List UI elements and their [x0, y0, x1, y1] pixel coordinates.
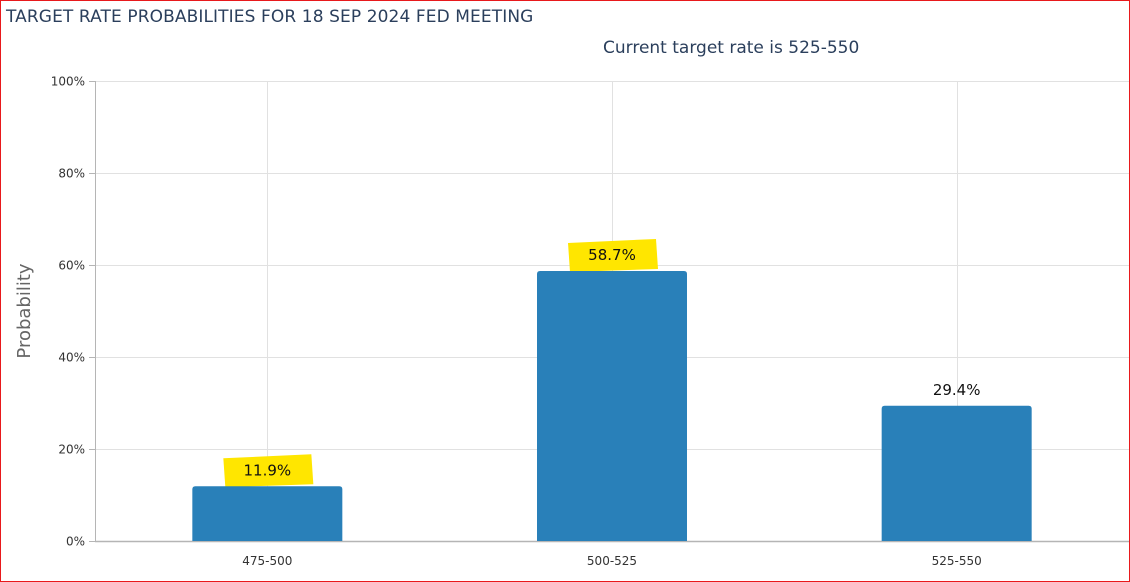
x-tick-label: 475-500: [242, 554, 292, 568]
highlight-mark: [568, 238, 658, 272]
y-tick-label: 100%: [51, 75, 85, 89]
chart-subtitle: Current target rate is 525-550: [603, 38, 860, 58]
highlight-mark: [223, 454, 314, 488]
bar-525-550: [881, 405, 1032, 541]
data-label: 58.7%: [588, 246, 636, 264]
axes: [89, 81, 1129, 543]
bar-500-525: [537, 270, 687, 541]
x-tick-label: 500-525: [587, 554, 637, 568]
x-tick-label: 525-550: [932, 554, 982, 568]
data-label: 29.4%: [933, 381, 981, 399]
y-tick-label: 60%: [58, 259, 85, 273]
data-label: 11.9%: [244, 461, 292, 479]
bar-475-500: [192, 486, 343, 541]
y-tick-labels: 0% 20% 40% 60% 80% 100%: [51, 75, 85, 549]
y-axis-label: Probability: [14, 263, 35, 358]
bars: [192, 270, 1032, 541]
y-tick-label: 0%: [66, 535, 85, 549]
y-tick-label: 80%: [58, 167, 85, 181]
chart-title: TARGET RATE PROBABILITIES FOR 18 SEP 202…: [6, 7, 534, 27]
y-tick-label: 40%: [58, 351, 85, 365]
highlight-marks: [223, 238, 658, 488]
x-tick-labels: 475-500 500-525 525-550: [242, 554, 981, 568]
data-labels: 11.9% 58.7% 29.4%: [244, 246, 981, 479]
y-tick-label: 20%: [58, 443, 85, 457]
